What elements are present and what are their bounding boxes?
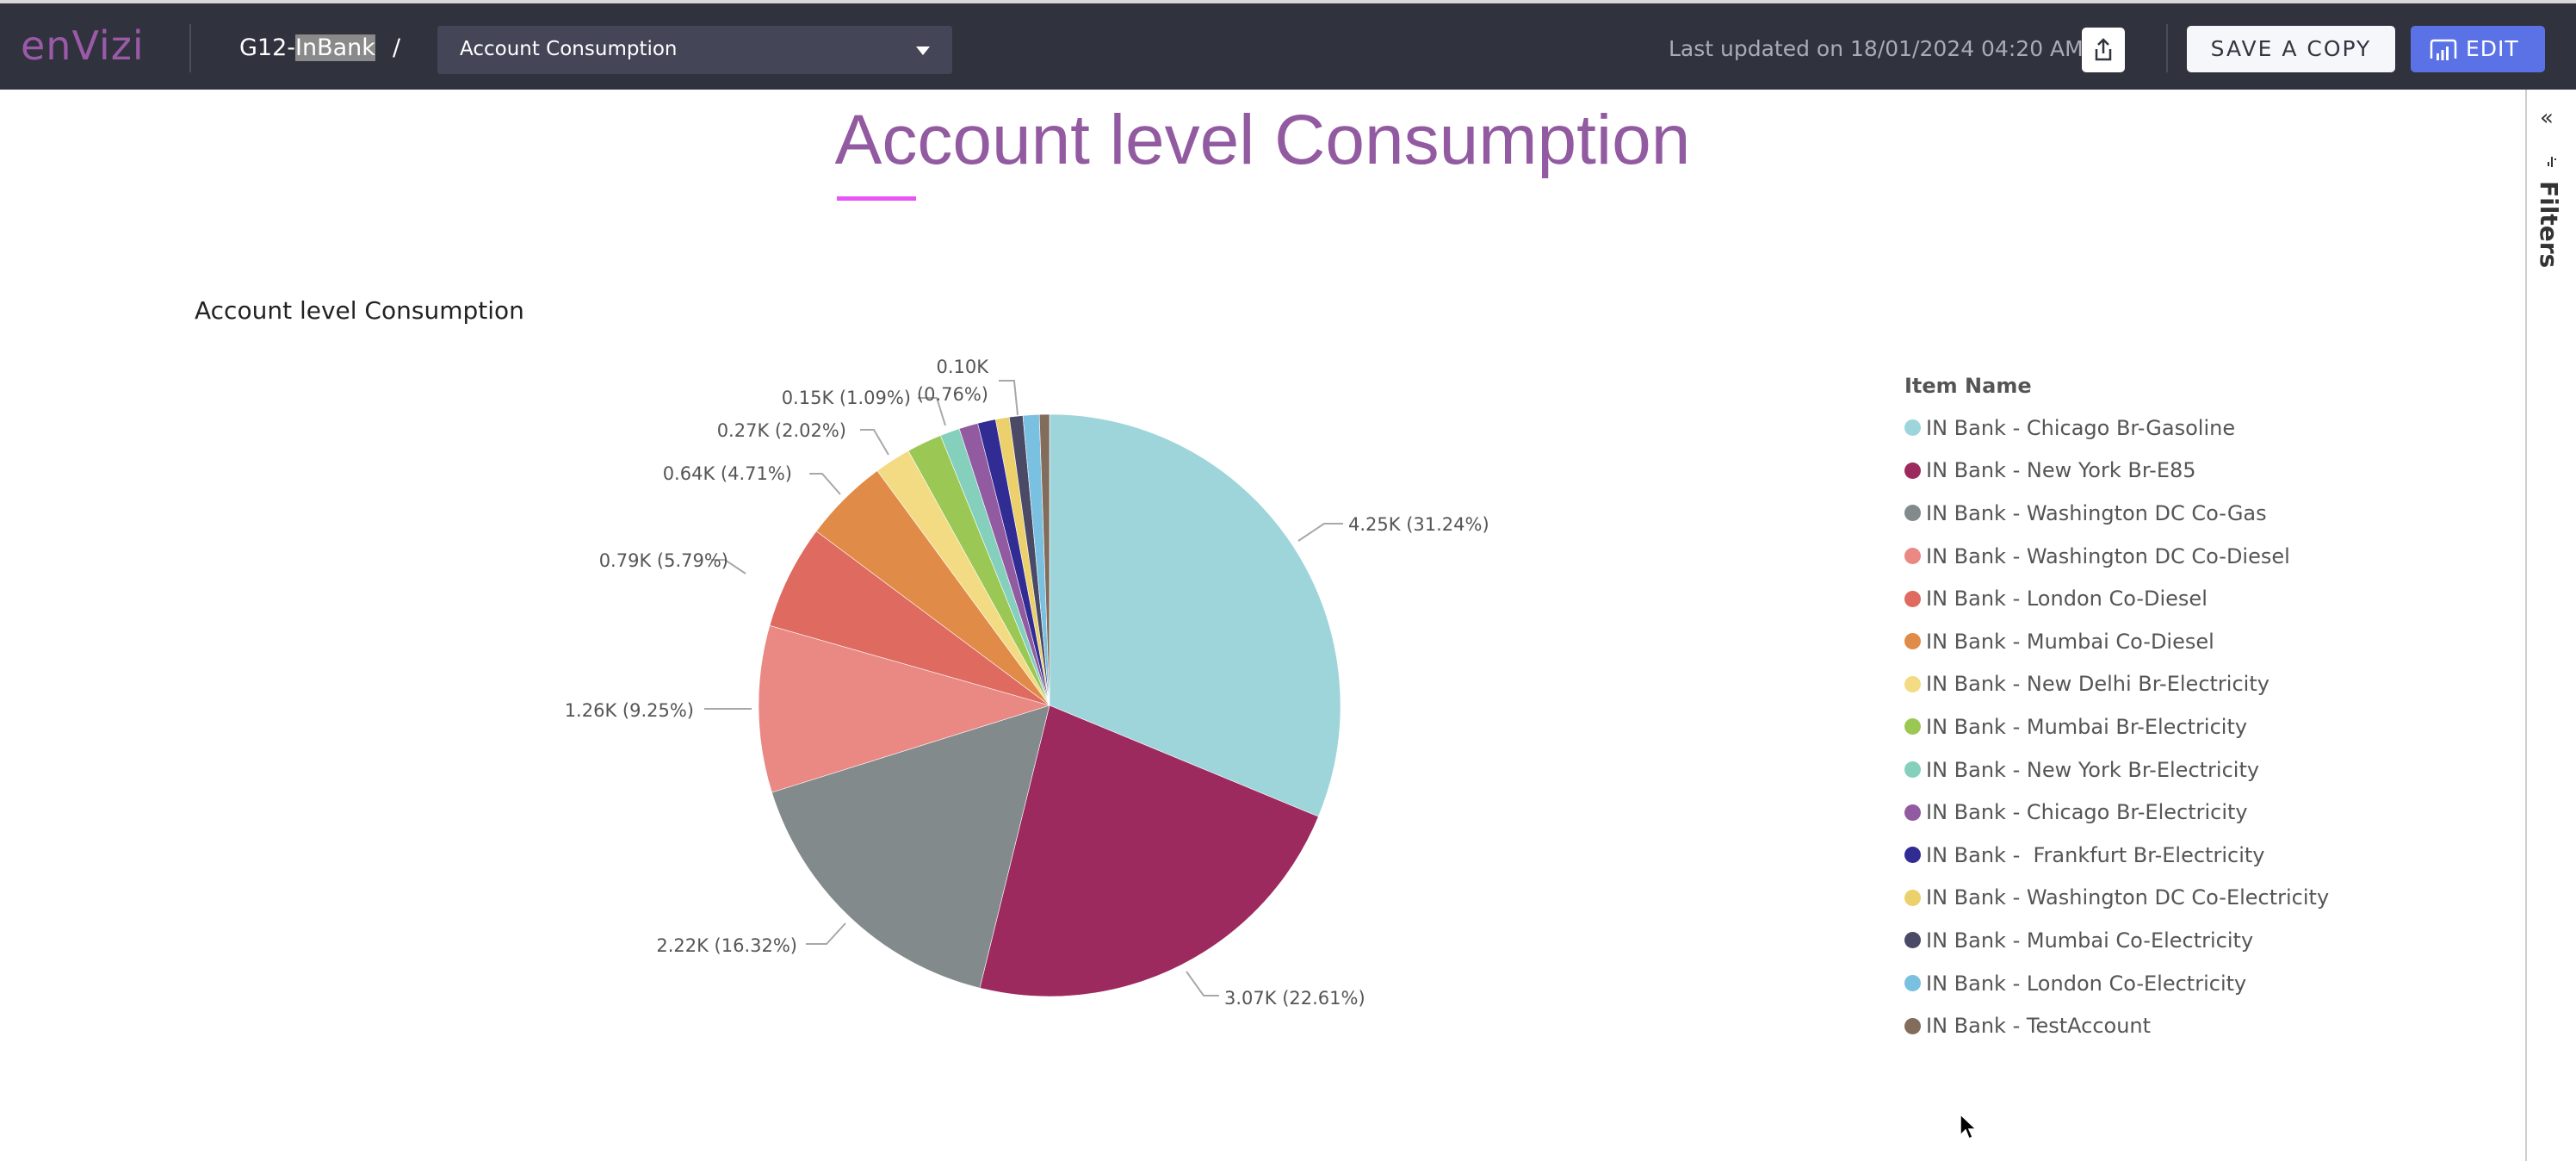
mouse-cursor-icon <box>1960 1113 1978 1140</box>
divider <box>2166 24 2168 72</box>
label-leader-line <box>999 380 1019 416</box>
legend-item-label: IN Bank - Mumbai Br-Electricity <box>1926 714 2248 739</box>
legend-item-label: IN Bank - Chicago Br-Electricity <box>1926 800 2248 825</box>
legend-item[interactable]: IN Bank - Chicago Br-Gasoline <box>1904 407 2329 450</box>
envizi-logo[interactable]: enVizi <box>21 22 145 69</box>
legend-color-dot-icon <box>1904 1017 1921 1034</box>
legend-item-label: IN Bank - Mumbai Co-Electricity <box>1926 928 2254 953</box>
data-label: 2.22K (16.32%) <box>656 935 797 956</box>
pie-slice[interactable] <box>758 624 1051 793</box>
pie-slice[interactable] <box>771 705 1050 989</box>
caret-down-icon <box>916 47 930 55</box>
legend-item[interactable]: IN Bank - New York Br-E85 <box>1904 450 2329 493</box>
label-leader-line <box>809 473 841 495</box>
legend-item-label: IN Bank - Washington DC Co-Electricity <box>1926 885 2330 910</box>
label-leader-line <box>860 429 889 456</box>
label-leader-line <box>711 559 746 574</box>
legend-color-dot-icon <box>1904 505 1921 522</box>
data-label: 3.07K (22.61%) <box>1224 988 1365 1009</box>
data-label: 0.15K (1.09%) <box>782 388 911 408</box>
legend-item[interactable]: IN Bank - New Delhi Br-Electricity <box>1904 663 2329 706</box>
breadcrumb: G12-InBank / <box>239 34 400 61</box>
dashboard-select[interactable]: Account Consumption <box>437 26 952 74</box>
breadcrumb-separator: / <box>392 34 401 61</box>
legend-color-dot-icon <box>1904 462 1921 479</box>
legend-item-label: IN Bank - Mumbai Co-Diesel <box>1926 629 2214 654</box>
legend-item[interactable]: IN Bank - Mumbai Co-Diesel <box>1904 620 2329 663</box>
share-button[interactable] <box>2082 28 2125 72</box>
legend-item[interactable]: IN Bank - London Co-Electricity <box>1904 962 2329 1005</box>
legend-item-label: IN Bank - TestAccount <box>1926 1014 2152 1039</box>
data-label: (0.76%) <box>917 384 988 405</box>
legend-item-label: IN Bank - Frankfurt Br-Electricity <box>1926 842 2265 867</box>
data-label: 1.26K (9.25%) <box>565 700 694 721</box>
edit-button-label: EDIT <box>2466 36 2519 61</box>
legend-item[interactable]: IN Bank - Washington DC Co-Electricity <box>1904 877 2329 920</box>
pie-chart[interactable]: 4.25K (31.24%) 3.07K (22.61%) 2.22K (16.32… <box>0 0 1894 1161</box>
dashboard-select-value: Account Consumption <box>460 38 678 60</box>
legend-item[interactable]: IN Bank - Mumbai Br-Electricity <box>1904 705 2329 748</box>
last-updated-text: Last updated on 18/01/2024 04:20 AM <box>1669 36 2084 61</box>
filter-icon[interactable] <box>2546 155 2558 169</box>
window-top-strip <box>0 0 2576 3</box>
chart-legend: Item Name IN Bank - Chicago Br-Gasoline I… <box>1904 374 2329 1047</box>
legend-color-dot-icon <box>1904 419 1921 437</box>
legend-item-label: IN Bank - Washington DC Co-Gas <box>1926 500 2267 525</box>
legend-color-dot-icon <box>1904 633 1921 650</box>
legend-color-dot-icon <box>1904 975 1921 992</box>
breadcrumb-highlight[interactable]: InBank <box>295 34 375 61</box>
legend-item-label: IN Bank - London Co-Electricity <box>1926 971 2247 996</box>
label-leader-line <box>806 922 846 945</box>
pie-slice[interactable] <box>1049 413 1341 817</box>
title-underline <box>837 196 916 201</box>
legend-color-dot-icon <box>1904 675 1921 692</box>
save-a-copy-button[interactable]: SAVE A COPY <box>2187 26 2395 72</box>
divider <box>189 24 191 72</box>
legend-item-label: IN Bank - New Delhi Br-Electricity <box>1926 672 2269 697</box>
page-title: Account level Consumption <box>834 101 1691 179</box>
legend-item[interactable]: IN Bank - Chicago Br-Electricity <box>1904 791 2329 834</box>
top-bar: enVizi G12-InBank / Account Consumption L… <box>0 3 2576 90</box>
legend-item-label: IN Bank - London Co-Diesel <box>1926 587 2208 612</box>
pie-slice[interactable] <box>979 705 1319 997</box>
legend-item[interactable]: IN Bank - New York Br-Electricity <box>1904 748 2329 792</box>
legend-item[interactable]: IN Bank - London Co-Diesel <box>1904 577 2329 620</box>
share-export-icon <box>2095 38 2112 61</box>
legend-item-label: IN Bank - Chicago Br-Gasoline <box>1926 415 2236 440</box>
data-label: 0.79K (5.79%) <box>599 550 728 571</box>
label-leader-line <box>918 397 946 426</box>
filters-panel-border <box>2525 90 2527 1161</box>
legend-item-label: IN Bank - Washington DC Co-Diesel <box>1926 543 2290 568</box>
pie-slice[interactable] <box>1038 413 1050 706</box>
legend-item-label: IN Bank - New York Br-Electricity <box>1926 757 2260 782</box>
legend-color-dot-icon <box>1904 932 1921 949</box>
label-leader-line <box>1186 971 1219 996</box>
legend-color-dot-icon <box>1904 847 1921 864</box>
legend-item-label: IN Bank - New York Br-E85 <box>1926 458 2196 483</box>
data-label: 4.25K (31.24%) <box>1348 514 1489 535</box>
legend-color-dot-icon <box>1904 804 1921 821</box>
legend-item[interactable]: IN Bank - TestAccount <box>1904 1004 2329 1047</box>
filters-toggle[interactable]: Filters <box>2535 181 2563 269</box>
legend-color-dot-icon <box>1904 548 1921 565</box>
legend-color-dot-icon <box>1904 761 1921 779</box>
chart-edit-icon <box>2430 39 2457 60</box>
legend-title: Item Name <box>1904 374 2032 398</box>
data-label: 0.10K <box>936 357 989 377</box>
breadcrumb-prefix[interactable]: G12- <box>239 34 296 61</box>
legend-item[interactable]: IN Bank - Frankfurt Br-Electricity <box>1904 834 2329 877</box>
legend-item[interactable]: IN Bank - Washington DC Co-Gas <box>1904 492 2329 535</box>
legend-color-dot-icon <box>1904 718 1921 736</box>
legend-color-dot-icon <box>1904 889 1921 906</box>
collapse-double-chevron-icon[interactable]: « <box>2540 105 2554 131</box>
label-leader-line <box>1297 523 1343 542</box>
edit-button[interactable]: EDIT <box>2411 26 2545 72</box>
legend-color-dot-icon <box>1904 590 1921 607</box>
data-label: 0.64K (4.71%) <box>663 463 792 484</box>
data-label: 0.27K (2.02%) <box>717 420 846 441</box>
legend-item[interactable]: IN Bank - Mumbai Co-Electricity <box>1904 919 2329 962</box>
chart-title: Account level Consumption <box>195 296 524 325</box>
pie-slice[interactable] <box>769 531 1050 706</box>
legend-item[interactable]: IN Bank - Washington DC Co-Diesel <box>1904 535 2329 578</box>
